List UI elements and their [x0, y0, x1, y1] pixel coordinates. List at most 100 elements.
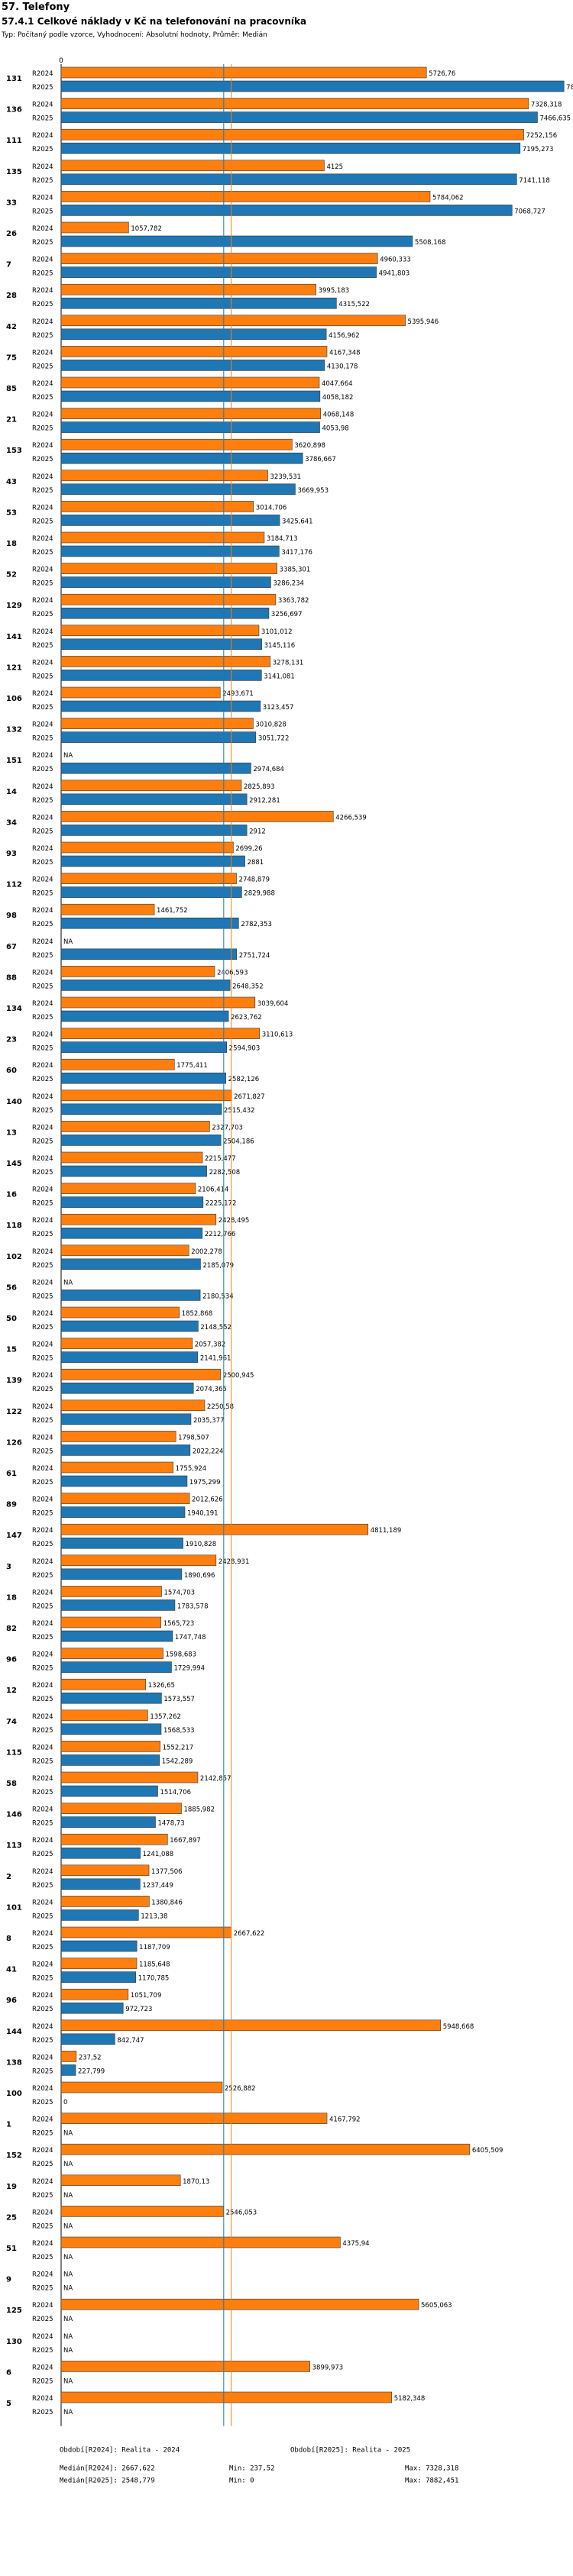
series-label: R2025: [32, 2223, 53, 2230]
category-label: 153: [6, 447, 22, 455]
series-label: R2024: [32, 783, 53, 791]
category-label: 75: [6, 353, 17, 362]
data-label: 2215,477: [205, 1155, 236, 1163]
series-label: R2025: [32, 2254, 53, 2261]
data-label: NA: [63, 2254, 73, 2261]
category-label: 33: [6, 199, 17, 207]
series-label: R2025: [32, 983, 53, 990]
series-label: R2025: [32, 921, 53, 928]
series-label: R2025: [32, 2161, 53, 2168]
category-group: 89 R2024 2012,626 R2025 1940,191: [6, 1493, 223, 1518]
category-label: 58: [6, 1780, 17, 1788]
bar-r2024: [60, 1306, 180, 1319]
category-label: 51: [6, 2245, 17, 2253]
bar-r2025: [60, 328, 327, 341]
category-label: 100: [6, 2090, 22, 2098]
category-group: 126 R2024 1798,507 R2025 2022,224: [6, 1431, 223, 1456]
bar-r2024: [60, 841, 234, 854]
bar-r2024: [60, 718, 254, 729]
bar-r2024: [60, 1523, 369, 1535]
bar-r2024: [60, 1213, 217, 1225]
bar-r2025: [60, 700, 261, 712]
series-label: R2025: [32, 1200, 53, 1208]
data-label: 842,747: [117, 2037, 144, 2045]
data-label: 4960,333: [380, 257, 411, 264]
series-label: R2025: [32, 2068, 53, 2075]
series-label: R2024: [32, 1651, 53, 1659]
series-label: R2025: [32, 2130, 53, 2138]
bar-r2024: [60, 531, 265, 544]
data-label: 1910,828: [186, 1541, 217, 1548]
category-label: 52: [6, 571, 17, 579]
series-label: R2025: [32, 1944, 53, 1951]
series-label: R2025: [32, 704, 53, 712]
bar-r2024: [60, 593, 277, 605]
footer-max-r2025: Max: 7882,451: [405, 2478, 458, 2485]
data-label: 2699,26: [235, 845, 262, 853]
data-label: 4058,182: [322, 394, 354, 402]
series-label: R2024: [32, 349, 53, 357]
data-label: 1241,088: [143, 1851, 174, 1858]
series-label: R2024: [32, 628, 53, 636]
category-label: 16: [6, 1191, 17, 1199]
data-label: 3039,604: [257, 1000, 289, 1008]
data-label: NA: [63, 2192, 73, 2200]
footer-median-r2024: Medián[R2024]: 2667,622: [60, 2465, 155, 2473]
data-label: 2748,879: [239, 876, 270, 884]
category-group: 43 R2024 3239,531 R2025 3669,953: [6, 470, 329, 496]
bar-r2024: [60, 563, 277, 574]
category-group: 147 R2024 4811,189 R2025 1910,828: [6, 1523, 401, 1549]
bar-r2024: [60, 1958, 138, 1969]
series-label: R2025: [32, 828, 53, 835]
bar-r2025: [60, 1227, 203, 1239]
category-label: 101: [6, 1903, 22, 1912]
bar-r2024: [60, 2143, 471, 2155]
bar-r2024: [60, 811, 334, 822]
series-label: R2025: [32, 1076, 53, 1083]
bar-r2025: [60, 948, 238, 960]
series-label: R2025: [32, 425, 53, 433]
series-label: R2024: [32, 1806, 53, 1814]
data-label: 3620,898: [294, 442, 325, 450]
bar-r2024: [60, 1896, 150, 1907]
data-label: 227,799: [78, 2068, 105, 2075]
data-label: 1975,299: [189, 1479, 221, 1487]
category-label: 41: [6, 1966, 17, 1974]
data-label: 6405,509: [472, 2147, 503, 2155]
category-label: 3: [6, 1563, 11, 1571]
bar-r2025: [60, 576, 271, 588]
bar-r2025: [60, 886, 242, 898]
category-group: 28 R2024 3995,183 R2025 4315,522: [6, 283, 370, 309]
series-label: R2024: [32, 442, 53, 450]
bar-r2024: [60, 2236, 341, 2248]
category-group: 19 R2024 1870,13 R2025 NA: [6, 2174, 209, 2200]
category-group: 136 R2024 7328,318 R2025 7466,635: [6, 98, 571, 123]
bar-r2025: [60, 1971, 137, 1983]
data-label: NA: [63, 2285, 73, 2293]
bar-r2024: [60, 1399, 206, 1412]
bar-r2024: [60, 2174, 181, 2187]
data-label: 1729,994: [173, 1665, 205, 1673]
bar-r2025: [60, 1382, 194, 1394]
series-label: R2025: [32, 239, 53, 247]
bar-r2025: [60, 1754, 160, 1766]
series-label: R2025: [32, 580, 53, 588]
category-label: 145: [6, 1160, 22, 1168]
category-label: 85: [6, 385, 17, 393]
series-label: R2025: [32, 1107, 53, 1115]
bar-r2024: [60, 2206, 224, 2217]
series-label: R2025: [32, 797, 53, 805]
bar-r2025: [60, 545, 280, 557]
category-group: 33 R2024 5784,062 R2025 7068,727: [6, 191, 545, 216]
data-label: 1940,191: [187, 1510, 219, 1518]
series-label: R2025: [32, 859, 53, 867]
bar-r2024: [60, 1431, 176, 1442]
series-label: R2024: [32, 1775, 53, 1783]
category-group: 125 R2024 5605,063 R2025 NA: [6, 2298, 452, 2323]
series-label: R2025: [32, 1045, 53, 1053]
bar-r2024: [60, 438, 293, 450]
bar-r2025: [60, 421, 320, 433]
bar-r2025: [60, 1196, 204, 1208]
data-label: NA: [63, 2223, 73, 2230]
